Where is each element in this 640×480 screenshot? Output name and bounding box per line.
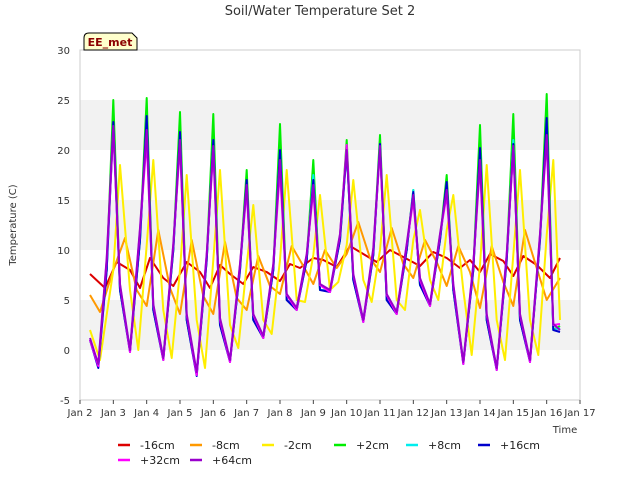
- legend-label: -16cm: [140, 439, 175, 452]
- x-tick-label: Jan 10: [330, 408, 362, 419]
- series-layer: [89, 93, 561, 377]
- x-tick-label: Jan 6: [200, 408, 226, 419]
- legend-label: +8cm: [428, 439, 461, 452]
- legend-label: +2cm: [356, 439, 389, 452]
- x-tick-label: Jan 16: [530, 408, 562, 419]
- x-tick-label: Jan 8: [267, 408, 293, 419]
- x-tick-label: Jan 5: [167, 408, 193, 419]
- y-axis-label: Temperature (C): [8, 184, 19, 266]
- grid-band: [80, 300, 580, 350]
- x-tick-label: Jan 3: [100, 408, 126, 419]
- grid-band: [80, 50, 580, 100]
- legend-label: -2cm: [284, 439, 312, 452]
- legend-label: +64cm: [212, 454, 252, 467]
- y-tick-label: 0: [64, 346, 70, 357]
- x-axis-ticks: Jan 2 Jan 3 Jan 4 Jan 5 Jan 6 Jan 7 Jan 8 Jan 9…: [67, 400, 596, 419]
- grid-band: [80, 150, 580, 200]
- y-tick-label: 15: [57, 196, 70, 207]
- y-tick-label: 10: [57, 246, 70, 257]
- y-tick-label: -5: [60, 396, 70, 407]
- x-tick-label: Jan 11: [363, 408, 395, 419]
- x-tick-label: Jan 14: [463, 408, 495, 419]
- x-tick-label: Jan 7: [233, 408, 259, 419]
- y-tick-label: 20: [57, 146, 70, 157]
- y-tick-label: 30: [57, 46, 70, 57]
- x-axis-label: Time: [552, 425, 577, 436]
- chart-title: Soil/Water Temperature Set 2: [225, 4, 416, 19]
- x-tick-label: Jan 13: [430, 408, 462, 419]
- badge-label: EE_met: [88, 36, 133, 49]
- x-tick-label: Jan 4: [133, 408, 159, 419]
- x-tick-label: Jan 9: [300, 408, 326, 419]
- x-tick-label: Jan 12: [397, 408, 429, 419]
- x-tick-label: Jan 17: [563, 408, 595, 419]
- y-tick-label: 5: [64, 296, 70, 307]
- badge: EE_met: [83, 32, 138, 51]
- plot-frame: [79, 49, 581, 401]
- series-line-64cm: [89, 125, 561, 373]
- legend-label: +32cm: [140, 454, 180, 467]
- legend-label: +16cm: [500, 439, 540, 452]
- legend: -16cm -8cm -2cm +2cm +8cm +16cm +32cm +64cm: [118, 439, 540, 467]
- legend-label: -8cm: [212, 439, 240, 452]
- grid-band: [80, 100, 580, 150]
- x-tick-label: Jan 15: [497, 408, 529, 419]
- x-tick-label: Jan 2: [67, 408, 93, 419]
- y-tick-label: 25: [57, 96, 70, 107]
- y-axis-ticks: -5 0 5 10 15 20 25 30: [57, 46, 70, 407]
- grid-band: [80, 200, 580, 250]
